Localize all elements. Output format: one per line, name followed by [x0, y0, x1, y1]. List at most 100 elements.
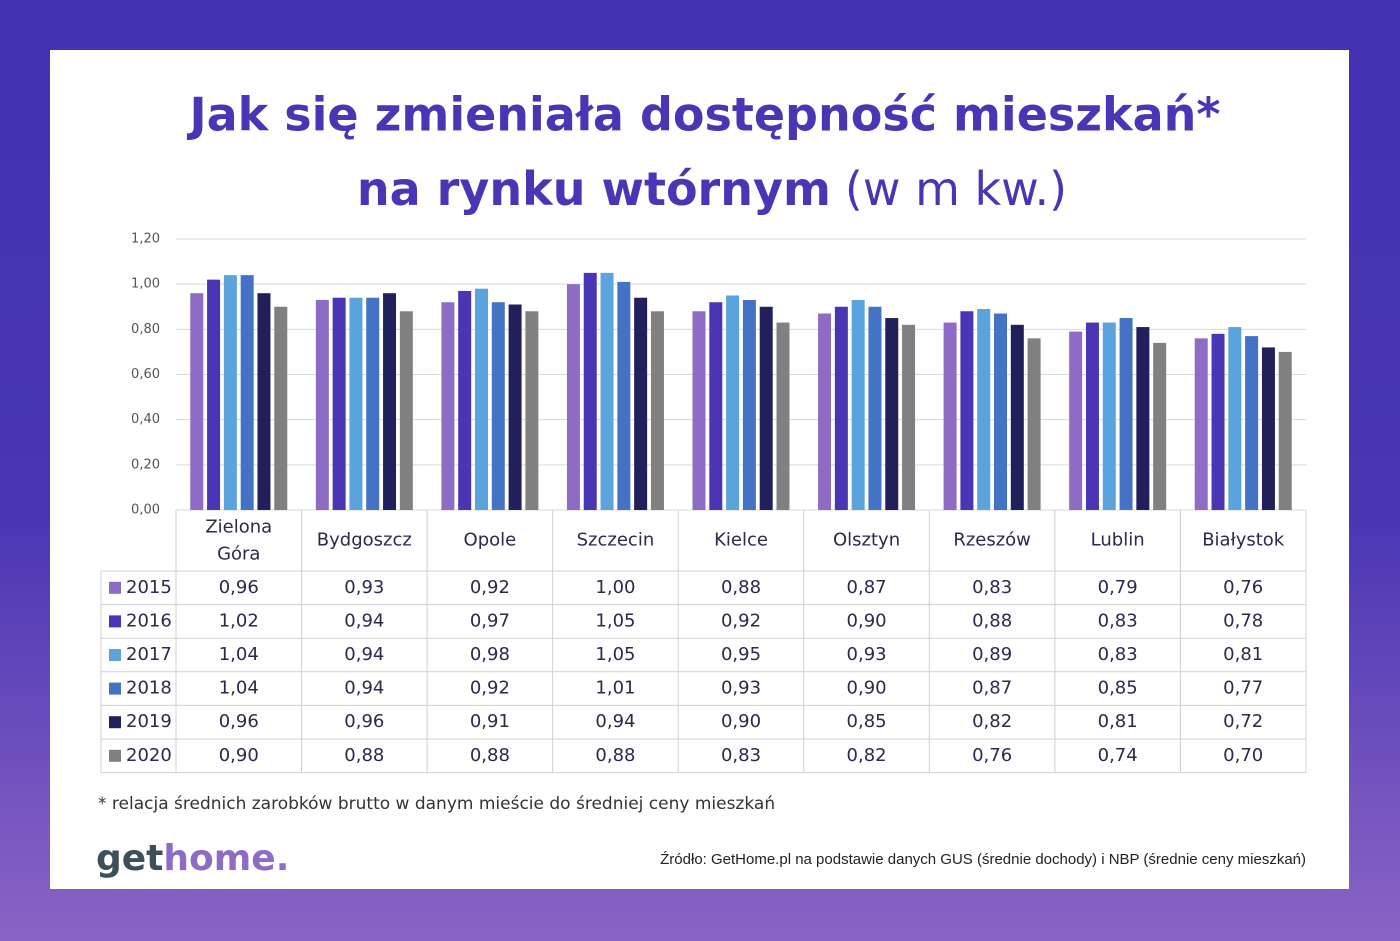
bar [885, 318, 899, 510]
bar [634, 297, 648, 510]
table-value: 0,88 [595, 745, 635, 766]
bar [617, 281, 631, 510]
table-value: 0,98 [470, 644, 510, 665]
bar [491, 302, 505, 510]
bar [902, 324, 916, 510]
y-tick-label: 0,40 [131, 412, 160, 427]
bar [600, 272, 614, 510]
table-value: 0,88 [344, 745, 384, 766]
bar [366, 297, 380, 510]
x-tick-label: Opole [464, 530, 517, 551]
bar [1228, 327, 1242, 510]
table-value: 0,85 [847, 711, 887, 732]
table-value: 0,89 [972, 644, 1012, 665]
x-tick-label: Szczecin [577, 530, 655, 551]
legend-label: 2017 [126, 644, 172, 665]
table-value: 1,00 [595, 577, 635, 598]
x-tick-label: Lublin [1091, 530, 1145, 551]
bar [257, 293, 271, 510]
table-value: 0,81 [1098, 711, 1138, 732]
bar [1194, 338, 1208, 510]
bar [776, 322, 790, 510]
legend-label: 2015 [126, 577, 172, 598]
bar [1278, 351, 1292, 510]
title-line2-bold: na rynku wtórnym [357, 162, 831, 216]
table-value: 0,83 [721, 745, 761, 766]
legend-label: 2016 [126, 610, 172, 631]
bar [742, 299, 756, 510]
source: Źródło: GetHome.pl na podstawie danych G… [660, 851, 1306, 868]
table-value: 0,88 [721, 577, 761, 598]
table-value: 0,81 [1223, 644, 1263, 665]
table-value: 0,92 [721, 610, 761, 631]
bar [1085, 322, 1099, 510]
table-value: 0,92 [470, 678, 510, 699]
bar [1211, 333, 1225, 510]
bar [1136, 327, 1150, 510]
legend-swatch [109, 716, 121, 729]
bar [474, 288, 488, 510]
bar [458, 290, 472, 510]
x-tick-label: Bydgoszcz [317, 530, 412, 551]
table-value: 1,02 [219, 610, 259, 631]
table-value: 0,93 [847, 644, 887, 665]
legend-swatch [109, 682, 121, 695]
bar [240, 275, 254, 510]
bar [383, 293, 397, 510]
bar [190, 293, 204, 510]
x-tick-label: Zielona Góra [205, 517, 272, 565]
table-value: 0,92 [470, 577, 510, 598]
legend-swatch [109, 749, 121, 762]
x-tick-label: Olsztyn [833, 530, 900, 551]
table-value: 0,90 [219, 745, 259, 766]
y-tick-label: 1,00 [131, 277, 160, 292]
bar [1119, 318, 1133, 510]
table-value: 0,72 [1223, 711, 1263, 732]
table-value: 0,94 [344, 644, 384, 665]
bar [349, 297, 363, 510]
table-value: 0,76 [972, 745, 1012, 766]
bar [1010, 324, 1024, 510]
table-value: 0,87 [972, 678, 1012, 699]
legend-label: 2018 [126, 678, 172, 699]
bar [1245, 336, 1259, 510]
bar [650, 311, 664, 510]
bar [566, 284, 580, 510]
table-value: 1,01 [595, 678, 635, 699]
table-value: 0,79 [1098, 577, 1138, 598]
table-value: 0,88 [972, 610, 1012, 631]
table-value: 0,90 [847, 678, 887, 699]
bar [274, 306, 288, 510]
table-value: 0,96 [344, 711, 384, 732]
logo-light: home. [163, 838, 289, 879]
table-value: 0,70 [1223, 745, 1263, 766]
table-value: 0,78 [1223, 610, 1263, 631]
bar [726, 295, 740, 510]
table-value: 0,74 [1098, 745, 1138, 766]
bar [332, 297, 346, 510]
legend-label: 2020 [126, 745, 172, 766]
x-tick-label: Kielce [714, 530, 768, 551]
footnote: * relacja średnich zarobków brutto w dan… [98, 794, 775, 814]
bar [818, 313, 832, 510]
table-value: 0,83 [972, 577, 1012, 598]
table-value: 0,96 [219, 711, 259, 732]
bar [759, 306, 773, 510]
table-value: 0,93 [344, 577, 384, 598]
bar [525, 311, 539, 510]
bar [709, 302, 723, 510]
bar [441, 302, 455, 510]
y-tick-label: 0,20 [131, 457, 160, 472]
table-value: 0,76 [1223, 577, 1263, 598]
table-value: 0,94 [344, 678, 384, 699]
legend-swatch [109, 615, 121, 628]
title-line2: na rynku wtórnym (w m kw.) [357, 162, 1067, 216]
table-value: 1,05 [595, 610, 635, 631]
logo: gethome. [96, 838, 289, 879]
table-value: 0,85 [1098, 678, 1138, 699]
table-value: 0,95 [721, 644, 761, 665]
legend-swatch [109, 581, 121, 594]
table-value: 0,82 [972, 711, 1012, 732]
bar [692, 311, 706, 510]
